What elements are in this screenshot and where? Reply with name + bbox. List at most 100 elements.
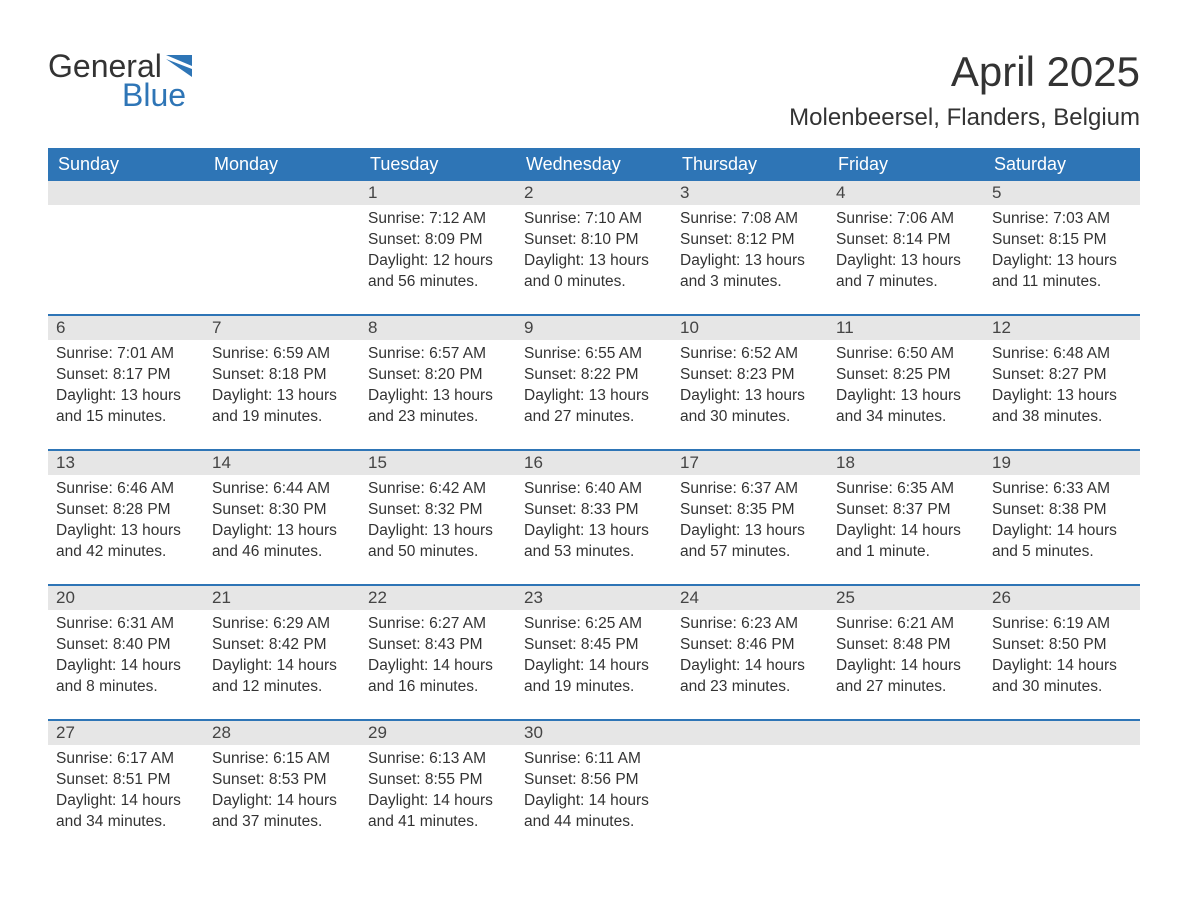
sunset-text: Sunset: 8:48 PM [836,635,976,656]
daylight-text: Daylight: 14 hours and 19 minutes. [524,656,664,698]
sunrise-text: Sunrise: 7:01 AM [56,344,196,365]
day-content-cell [204,205,360,315]
day-number-cell: 4 [828,181,984,205]
daylight-text: Daylight: 12 hours and 56 minutes. [368,251,508,293]
day-number-cell: 28 [204,721,360,745]
sunrise-text: Sunrise: 7:06 AM [836,209,976,230]
day-content-cell: Sunrise: 6:57 AMSunset: 8:20 PMDaylight:… [360,340,516,450]
sunrise-text: Sunrise: 6:29 AM [212,614,352,635]
day-content-cell: Sunrise: 6:52 AMSunset: 8:23 PMDaylight:… [672,340,828,450]
weekday-header: Saturday [984,148,1140,181]
day-content-cell: Sunrise: 6:23 AMSunset: 8:46 PMDaylight:… [672,610,828,720]
day-number-cell: 7 [204,316,360,340]
weekday-header: Thursday [672,148,828,181]
day-number-cell [672,721,828,745]
header-row: General Blue April 2025 Molenbeersel, Fl… [48,48,1140,132]
day-content-cell: Sunrise: 7:12 AMSunset: 8:09 PMDaylight:… [360,205,516,315]
day-number-cell: 2 [516,181,672,205]
content-row: Sunrise: 7:12 AMSunset: 8:09 PMDaylight:… [48,205,1140,315]
daynum-row: 27282930 [48,721,1140,745]
sunrise-text: Sunrise: 7:03 AM [992,209,1132,230]
sunset-text: Sunset: 8:38 PM [992,500,1132,521]
sunset-text: Sunset: 8:53 PM [212,770,352,791]
day-number-cell: 30 [516,721,672,745]
sunset-text: Sunset: 8:51 PM [56,770,196,791]
daylight-text: Daylight: 13 hours and 53 minutes. [524,521,664,563]
daylight-text: Daylight: 14 hours and 8 minutes. [56,656,196,698]
daynum-row: 13141516171819 [48,451,1140,475]
day-content-cell: Sunrise: 6:15 AMSunset: 8:53 PMDaylight:… [204,745,360,855]
day-content-cell: Sunrise: 6:42 AMSunset: 8:32 PMDaylight:… [360,475,516,585]
daylight-text: Daylight: 13 hours and 11 minutes. [992,251,1132,293]
daylight-text: Daylight: 14 hours and 27 minutes. [836,656,976,698]
day-content-cell: Sunrise: 6:13 AMSunset: 8:55 PMDaylight:… [360,745,516,855]
weekday-header: Tuesday [360,148,516,181]
day-number-cell: 12 [984,316,1140,340]
sunset-text: Sunset: 8:46 PM [680,635,820,656]
sunset-text: Sunset: 8:22 PM [524,365,664,386]
content-row: Sunrise: 6:31 AMSunset: 8:40 PMDaylight:… [48,610,1140,720]
day-content-cell: Sunrise: 6:25 AMSunset: 8:45 PMDaylight:… [516,610,672,720]
sunset-text: Sunset: 8:40 PM [56,635,196,656]
sunset-text: Sunset: 8:50 PM [992,635,1132,656]
day-number-cell: 6 [48,316,204,340]
sunrise-text: Sunrise: 7:08 AM [680,209,820,230]
sunset-text: Sunset: 8:33 PM [524,500,664,521]
day-number-cell: 5 [984,181,1140,205]
day-number-cell: 11 [828,316,984,340]
day-content-cell: Sunrise: 7:10 AMSunset: 8:10 PMDaylight:… [516,205,672,315]
daylight-text: Daylight: 14 hours and 37 minutes. [212,791,352,833]
day-number-cell: 17 [672,451,828,475]
daylight-text: Daylight: 14 hours and 23 minutes. [680,656,820,698]
day-content-cell: Sunrise: 6:27 AMSunset: 8:43 PMDaylight:… [360,610,516,720]
daylight-text: Daylight: 13 hours and 23 minutes. [368,386,508,428]
weekday-header: Monday [204,148,360,181]
location-text: Molenbeersel, Flanders, Belgium [789,104,1140,132]
daylight-text: Daylight: 13 hours and 50 minutes. [368,521,508,563]
content-row: Sunrise: 6:46 AMSunset: 8:28 PMDaylight:… [48,475,1140,585]
day-number-cell: 20 [48,586,204,610]
sunset-text: Sunset: 8:35 PM [680,500,820,521]
sunset-text: Sunset: 8:32 PM [368,500,508,521]
day-content-cell: Sunrise: 6:55 AMSunset: 8:22 PMDaylight:… [516,340,672,450]
daylight-text: Daylight: 14 hours and 34 minutes. [56,791,196,833]
sunrise-text: Sunrise: 7:12 AM [368,209,508,230]
sunset-text: Sunset: 8:17 PM [56,365,196,386]
daylight-text: Daylight: 13 hours and 3 minutes. [680,251,820,293]
sunset-text: Sunset: 8:18 PM [212,365,352,386]
content-row: Sunrise: 7:01 AMSunset: 8:17 PM Daylight:… [48,340,1140,450]
flag-icon [166,55,192,77]
day-content-cell: Sunrise: 6:59 AMSunset: 8:18 PMDaylight:… [204,340,360,450]
day-number-cell: 10 [672,316,828,340]
daylight-text: Daylight: 13 hours and 7 minutes. [836,251,976,293]
sunrise-text: Sunrise: 6:42 AM [368,479,508,500]
sunrise-text: Sunrise: 6:33 AM [992,479,1132,500]
weekday-header: Wednesday [516,148,672,181]
sunset-text: Sunset: 8:09 PM [368,230,508,251]
day-content-cell: Sunrise: 6:37 AMSunset: 8:35 PMDaylight:… [672,475,828,585]
sunrise-text: Sunrise: 6:11 AM [524,749,664,770]
sunset-text: Sunset: 8:55 PM [368,770,508,791]
daylight-text: Daylight: 14 hours and 44 minutes. [524,791,664,833]
day-number-cell: 24 [672,586,828,610]
daylight-text: Daylight: 13 hours and 57 minutes. [680,521,820,563]
day-number-cell: 9 [516,316,672,340]
daylight-text: Daylight: 14 hours and 5 minutes. [992,521,1132,563]
daylight-text: Daylight: 14 hours and 16 minutes. [368,656,508,698]
day-content-cell: Sunrise: 6:44 AMSunset: 8:30 PMDaylight:… [204,475,360,585]
sunset-text: Sunset: 8:37 PM [836,500,976,521]
sunrise-text: Sunrise: 6:15 AM [212,749,352,770]
day-content-cell: Sunrise: 6:33 AMSunset: 8:38 PMDaylight:… [984,475,1140,585]
sunrise-text: Sunrise: 6:37 AM [680,479,820,500]
day-content-cell [828,745,984,855]
sunset-text: Sunset: 8:14 PM [836,230,976,251]
day-content-cell: Sunrise: 6:19 AMSunset: 8:50 PMDaylight:… [984,610,1140,720]
sunset-text: Sunset: 8:27 PM [992,365,1132,386]
day-content-cell: Sunrise: 6:17 AMSunset: 8:51 PMDaylight:… [48,745,204,855]
daylight-text: Daylight: 13 hours and 46 minutes. [212,521,352,563]
day-content-cell: Sunrise: 7:03 AMSunset: 8:15 PMDaylight:… [984,205,1140,315]
brand-word2: Blue [122,77,192,114]
day-number-cell: 19 [984,451,1140,475]
day-number-cell: 22 [360,586,516,610]
day-content-cell: Sunrise: 6:50 AMSunset: 8:25 PMDaylight:… [828,340,984,450]
